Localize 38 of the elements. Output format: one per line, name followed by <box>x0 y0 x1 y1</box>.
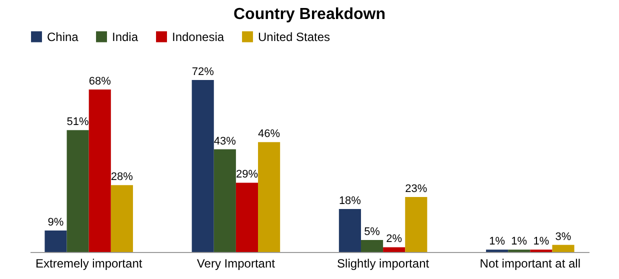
data-label: 5% <box>364 226 380 238</box>
legend-label: India <box>112 30 138 44</box>
legend-label: Indonesia <box>172 30 224 44</box>
bar <box>214 149 236 252</box>
data-label: 46% <box>258 128 280 140</box>
data-label: 68% <box>88 76 112 88</box>
x-tick-label: Slightly important <box>337 256 430 270</box>
bar <box>383 247 406 252</box>
data-label: 9% <box>48 216 64 228</box>
data-label: 51% <box>66 116 90 128</box>
bar <box>110 185 133 252</box>
x-tick-label: Extremely important <box>35 256 143 270</box>
data-label: 1% <box>511 236 528 248</box>
x-tick-label: Not important at all <box>480 256 581 270</box>
bar <box>552 244 574 252</box>
data-label: 23% <box>405 183 428 196</box>
bar <box>66 130 89 252</box>
data-label: 1% <box>489 236 506 248</box>
data-label: 43% <box>214 135 236 148</box>
data-label: 1% <box>533 236 550 248</box>
bar <box>192 80 214 252</box>
bar <box>360 240 384 252</box>
data-label: 18% <box>338 194 362 207</box>
bar <box>338 208 361 252</box>
data-label: 29% <box>236 168 258 181</box>
bar <box>88 90 111 252</box>
legend-label: United States <box>258 30 330 44</box>
bar <box>405 197 428 252</box>
x-tick-label: Very Important <box>196 256 276 270</box>
chart-title: Country Breakdown <box>233 6 386 23</box>
data-label: 2% <box>386 233 402 246</box>
data-label: 3% <box>555 230 572 243</box>
bar <box>44 230 67 252</box>
legend-label: China <box>47 30 79 44</box>
bar <box>258 142 280 252</box>
data-label: 72% <box>192 66 214 78</box>
bar <box>236 182 258 252</box>
data-label: 28% <box>110 171 134 184</box>
